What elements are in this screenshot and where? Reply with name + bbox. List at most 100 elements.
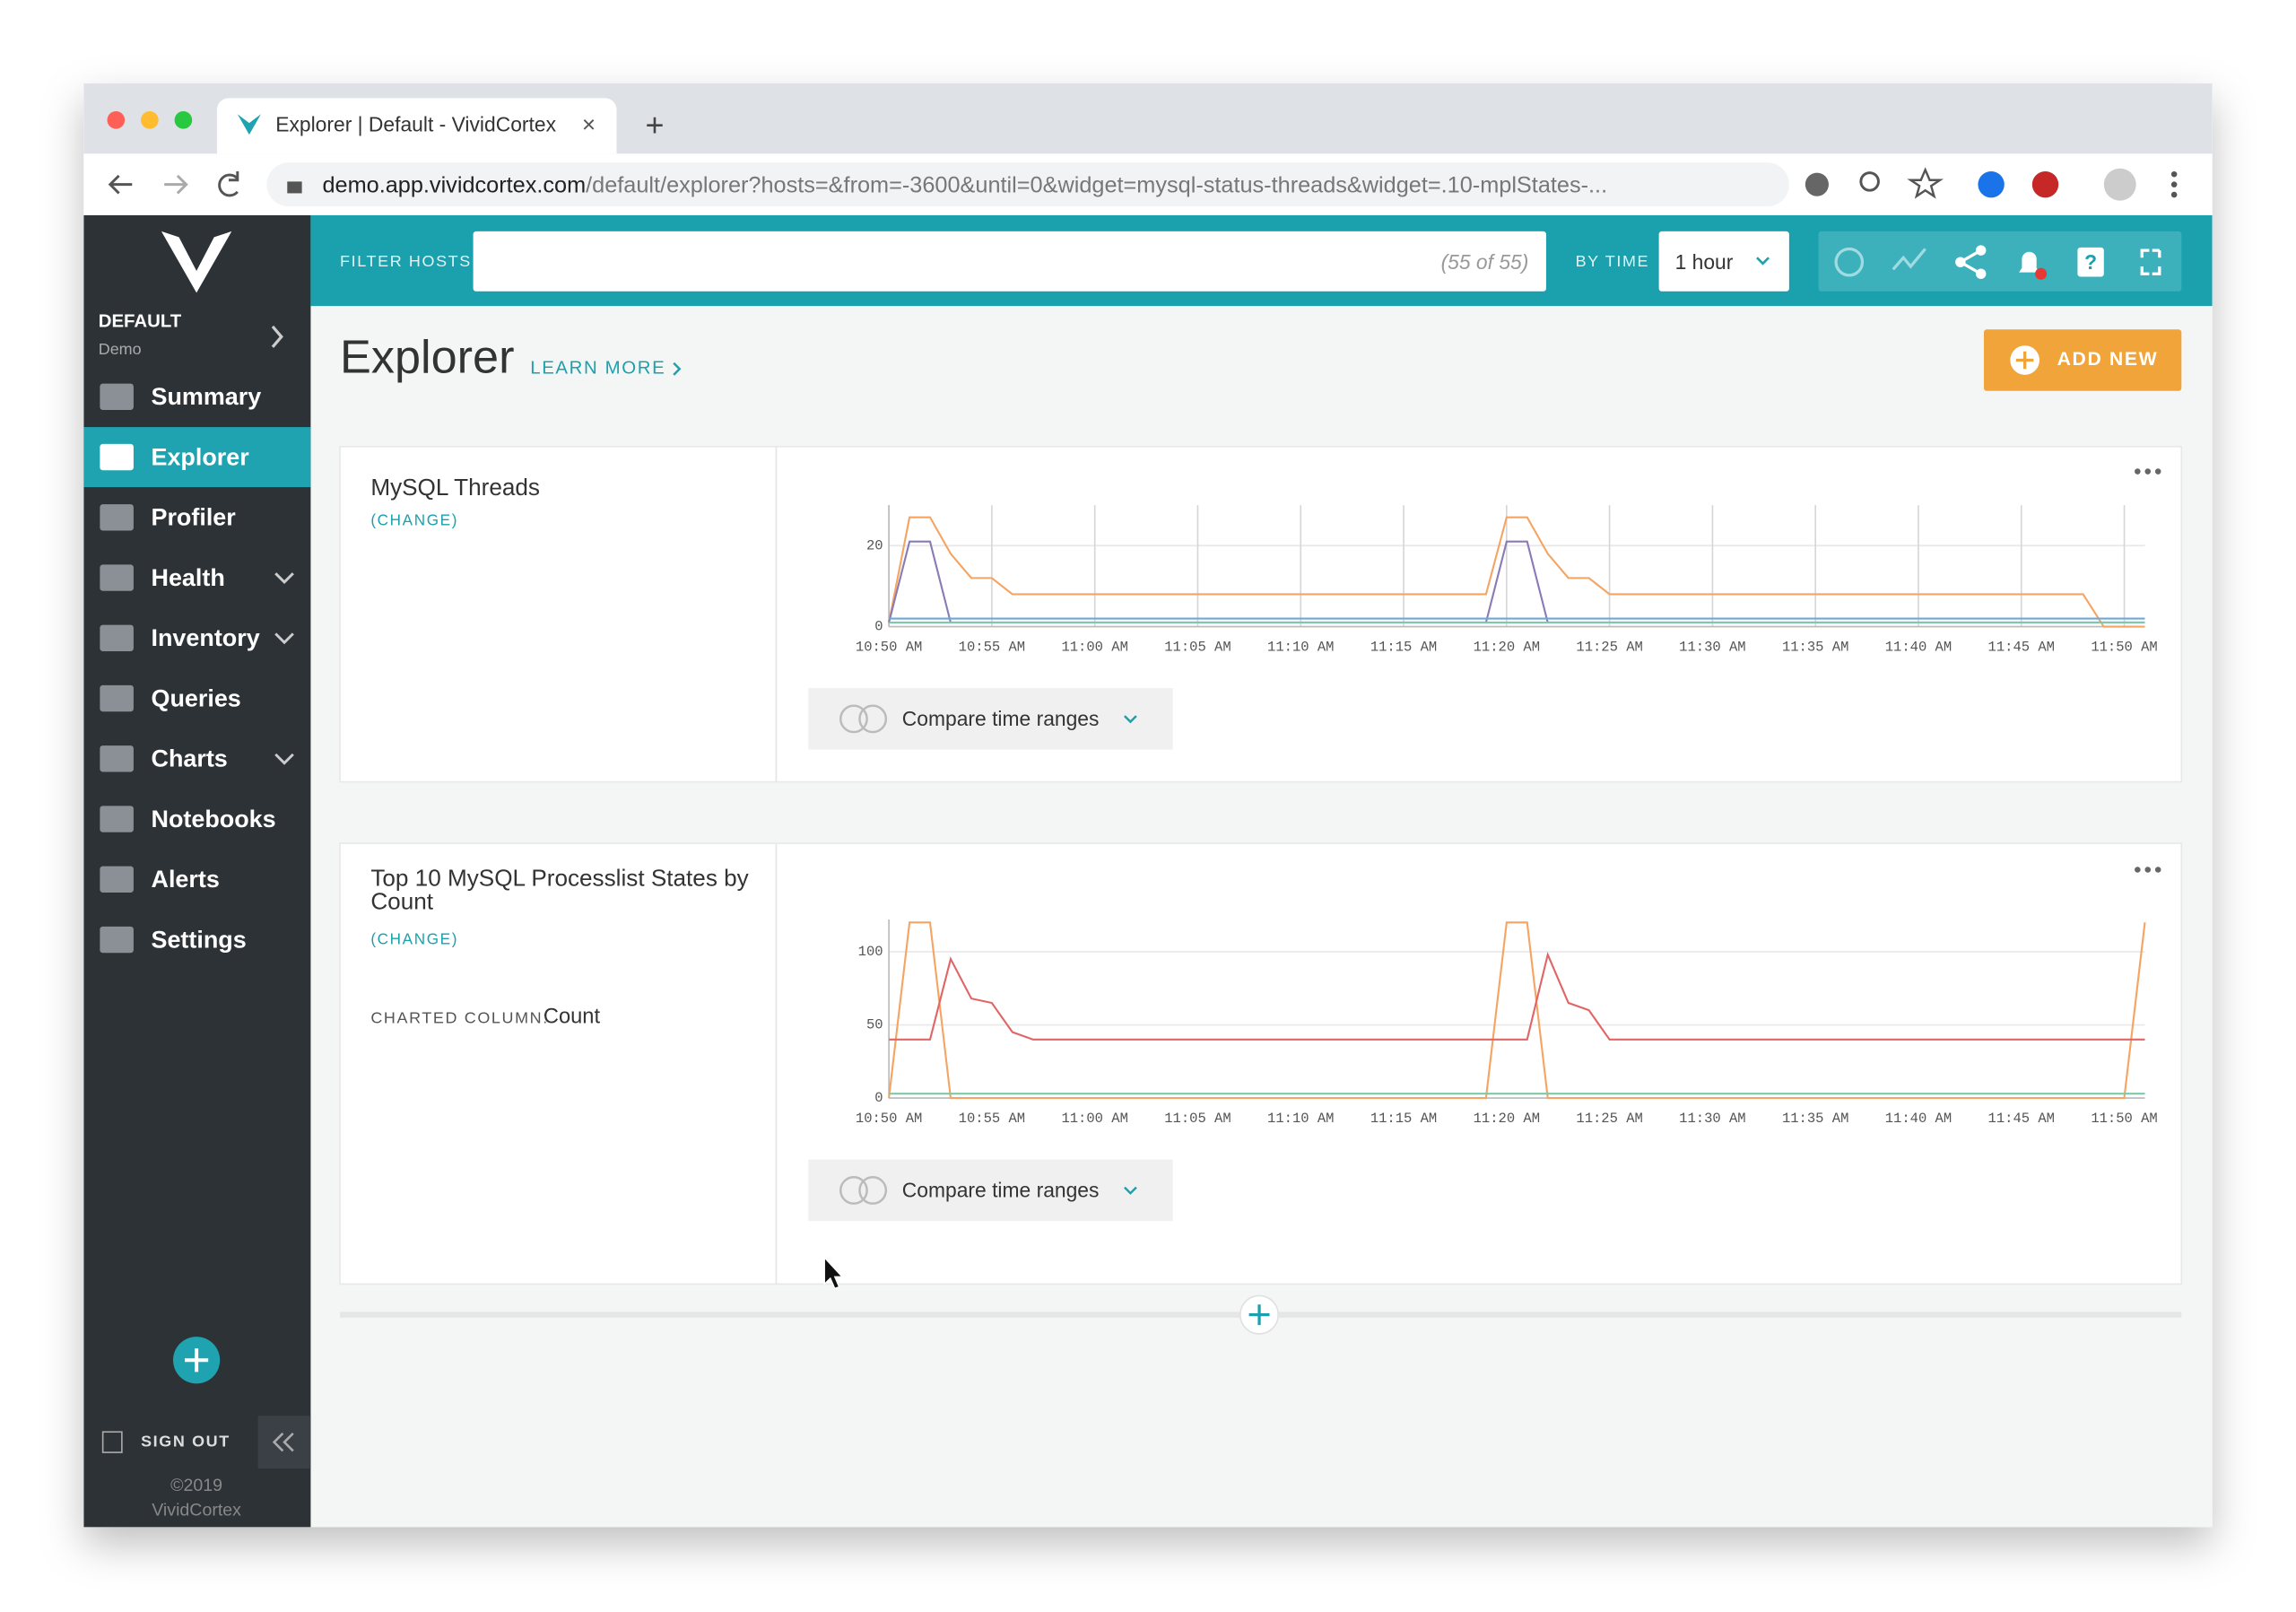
y-tick-label: 0 bbox=[874, 619, 883, 635]
clock-icon bbox=[858, 704, 888, 734]
nav-icon[interactable] bbox=[100, 383, 134, 411]
minimize-dot[interactable] bbox=[141, 111, 159, 129]
zoom-icon[interactable] bbox=[1859, 171, 1880, 192]
sign-out[interactable]: SIGN OUT bbox=[141, 1432, 230, 1450]
company: VividCortex bbox=[152, 1501, 241, 1521]
nav-chevron bbox=[274, 632, 294, 645]
nav-item[interactable]: Alerts bbox=[152, 866, 220, 893]
clock-icon bbox=[858, 1176, 888, 1205]
tab-close[interactable]: × bbox=[582, 110, 596, 137]
x-tick-label: 11:45 AM bbox=[1988, 640, 2055, 656]
learn-more[interactable]: LEARN MORE bbox=[530, 359, 665, 379]
nav-icon[interactable] bbox=[100, 684, 134, 712]
help-glyph: ? bbox=[2084, 250, 2097, 274]
bell-icon[interactable] bbox=[2019, 251, 2039, 273]
close-dot[interactable] bbox=[107, 111, 126, 129]
x-tick-label: 11:20 AM bbox=[1474, 1111, 1540, 1127]
zoom-dot[interactable] bbox=[174, 111, 193, 129]
omnibox[interactable] bbox=[266, 162, 1789, 207]
add-new-label: ADD NEW bbox=[2057, 349, 2159, 370]
widget-title-box: Top 10 MySQL Processlist States by Count bbox=[370, 867, 749, 916]
nav-icon[interactable] bbox=[100, 745, 134, 772]
change-link[interactable]: (CHANGE) bbox=[370, 929, 458, 947]
org-name[interactable]: DEFAULT bbox=[99, 311, 182, 331]
nav-icon[interactable] bbox=[100, 866, 134, 893]
learn-more-chevron bbox=[673, 362, 682, 376]
clock-icon bbox=[839, 1176, 868, 1205]
charted-column: Count bbox=[544, 1006, 601, 1029]
nav-item[interactable]: Charts bbox=[152, 745, 228, 772]
filter-label: FILTER HOSTS bbox=[340, 252, 472, 270]
bookmark-star[interactable] bbox=[1907, 167, 1944, 199]
widget-menu[interactable] bbox=[2135, 867, 2161, 873]
time-value: 1 hour bbox=[1675, 250, 1734, 274]
nav-item[interactable]: Notebooks bbox=[152, 806, 276, 832]
x-tick-label: 10:55 AM bbox=[959, 1111, 1025, 1127]
x-tick-label: 11:30 AM bbox=[1679, 640, 1745, 656]
widget-menu[interactable] bbox=[2135, 468, 2161, 475]
nav-icon[interactable] bbox=[100, 806, 134, 832]
alert-badge bbox=[2035, 267, 2048, 280]
nav-item[interactable]: Health bbox=[152, 564, 225, 591]
lock-icon bbox=[287, 181, 302, 194]
series-line bbox=[889, 951, 2145, 1041]
page-title: Explorer bbox=[340, 331, 514, 383]
nav-item[interactable]: Profiler bbox=[152, 504, 237, 531]
add-new-button[interactable] bbox=[1983, 329, 2182, 391]
nav-item[interactable]: Inventory bbox=[152, 624, 260, 651]
refresh-icon[interactable] bbox=[1834, 247, 1865, 277]
browser-window bbox=[83, 83, 2213, 1528]
x-tick-label: 11:45 AM bbox=[1988, 1111, 2055, 1127]
forward-button[interactable] bbox=[164, 174, 188, 195]
fullscreen-icon[interactable] bbox=[2140, 248, 2161, 275]
x-tick-label: 11:00 AM bbox=[1061, 640, 1127, 656]
x-tick-label: 11:00 AM bbox=[1061, 1111, 1127, 1127]
nav-item[interactable]: Queries bbox=[152, 684, 241, 711]
y-tick-label: 100 bbox=[858, 944, 883, 960]
nav-icon[interactable] bbox=[100, 564, 134, 591]
nav-icon[interactable] bbox=[100, 624, 134, 651]
org-chevron[interactable] bbox=[271, 325, 283, 348]
profile-icon[interactable] bbox=[2103, 168, 2136, 201]
nav-item[interactable]: Explorer bbox=[152, 443, 250, 470]
nav-icon[interactable] bbox=[100, 504, 134, 531]
series-line bbox=[888, 921, 2146, 1100]
x-tick-label: 11:50 AM bbox=[2091, 1111, 2157, 1127]
time-label: BY TIME bbox=[1576, 252, 1650, 270]
nav-item[interactable]: Settings bbox=[152, 926, 247, 953]
ext-icon[interactable] bbox=[2031, 170, 2059, 198]
time-select[interactable] bbox=[1658, 231, 1789, 292]
compare-button[interactable] bbox=[808, 1159, 1173, 1222]
share-icon[interactable] bbox=[1955, 245, 1987, 279]
nav-item[interactable]: Summary bbox=[152, 383, 262, 410]
compare-button[interactable] bbox=[808, 688, 1173, 750]
nav-icon[interactable] bbox=[100, 926, 134, 954]
chart-icon[interactable] bbox=[1892, 248, 1926, 271]
x-tick-label: 11:35 AM bbox=[1782, 640, 1848, 656]
url-path: /default/explorer?hosts=&from=-3600&unti… bbox=[586, 172, 1607, 197]
sign-out-icon bbox=[101, 1431, 123, 1453]
help-icon[interactable] bbox=[2077, 247, 2104, 277]
new-tab[interactable]: + bbox=[645, 107, 664, 143]
mouse-cursor bbox=[823, 1256, 844, 1290]
ext-icon[interactable] bbox=[1805, 172, 1829, 196]
active-tab[interactable] bbox=[216, 98, 617, 154]
nav-icon[interactable] bbox=[100, 443, 134, 471]
menu-icon[interactable] bbox=[2170, 170, 2178, 198]
widget-title: Top 10 MySQL Processlist States by Count bbox=[370, 867, 749, 916]
x-tick-label: 11:40 AM bbox=[1885, 640, 1952, 656]
x-tick-label: 11:10 AM bbox=[1267, 640, 1334, 656]
add-widget-plus bbox=[1248, 1304, 1270, 1326]
y-tick-label: 50 bbox=[866, 1017, 883, 1033]
ext-icon[interactable] bbox=[1978, 170, 2005, 198]
x-tick-label: 11:15 AM bbox=[1370, 1111, 1437, 1127]
filter-input[interactable] bbox=[473, 231, 1546, 292]
y-tick-label: 20 bbox=[866, 537, 883, 553]
x-tick-label: 11:05 AM bbox=[1164, 1111, 1231, 1127]
change-link[interactable]: (CHANGE) bbox=[370, 511, 458, 529]
x-tick-label: 10:50 AM bbox=[856, 1111, 922, 1127]
x-tick-label: 10:50 AM bbox=[856, 640, 922, 656]
reload-button[interactable] bbox=[218, 170, 239, 197]
back-button[interactable] bbox=[108, 174, 133, 195]
